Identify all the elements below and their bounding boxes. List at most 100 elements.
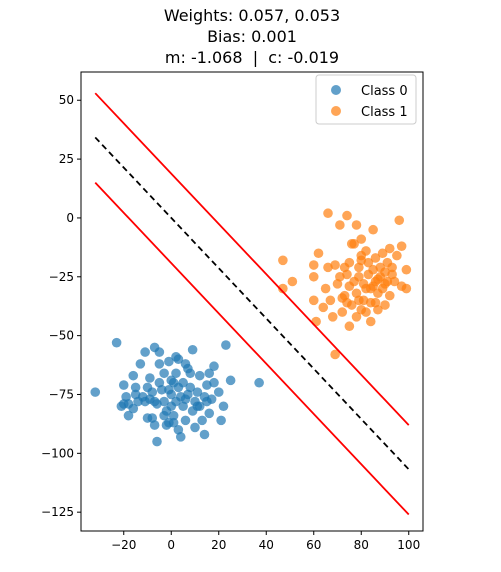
point-class-1-63: [401, 283, 412, 294]
point-class-0-60: [213, 387, 224, 397]
decision-boundary-line: [94, 136, 410, 470]
point-class-0-58: [209, 377, 219, 388]
y-tick-label--75: −75: [49, 387, 74, 401]
point-class-0-59: [209, 361, 219, 372]
point-class-1-75: [373, 274, 383, 284]
point-class-1-32: [356, 234, 367, 244]
point-class-1-70: [342, 210, 352, 221]
point-class-1-55: [384, 243, 395, 254]
point-class-1-13: [330, 260, 340, 270]
x-tick-label-20: 20: [211, 538, 226, 552]
point-class-1-52: [380, 300, 390, 310]
y-tick-label-50: 50: [59, 93, 74, 107]
point-class-0-76: [190, 422, 200, 433]
legend-label-class-0: Class 0: [361, 84, 408, 99]
point-class-0-83: [142, 413, 153, 423]
point-class-1-76: [380, 279, 390, 289]
point-class-0-56: [204, 408, 215, 419]
x-tick-label-80: 80: [354, 538, 369, 552]
point-class-1-0: [278, 283, 288, 294]
legend-marker-class-1: [331, 106, 341, 116]
point-class-0-62: [218, 401, 229, 412]
point-class-1-9: [320, 283, 331, 294]
point-class-0-81: [168, 417, 179, 428]
point-class-1-7: [313, 248, 324, 259]
point-class-1-28: [351, 312, 362, 322]
point-class-0-2: [118, 380, 129, 390]
margin-lower-line: [94, 182, 410, 516]
point-class-0-52: [194, 370, 205, 381]
point-class-0-34: [168, 410, 179, 421]
x-tick-label-100: 100: [397, 538, 420, 552]
point-class-0-32: [166, 389, 177, 400]
point-class-0-11: [130, 382, 141, 393]
legend-label-class-1: Class 1: [361, 105, 408, 120]
point-class-1-4: [308, 295, 319, 306]
point-class-0-25: [159, 368, 169, 379]
point-class-0-72: [183, 363, 193, 374]
axes-frame: [80, 71, 424, 532]
point-class-0-84: [166, 375, 177, 386]
point-class-0-66: [199, 429, 210, 440]
point-class-1-11: [325, 295, 336, 306]
point-class-0-36: [171, 368, 181, 379]
point-class-0-75: [159, 410, 169, 421]
point-class-1-23: [344, 257, 355, 268]
chart-title-line-2: Bias: 0.001: [207, 27, 297, 46]
point-class-1-60: [394, 215, 405, 226]
point-class-1-3: [308, 271, 319, 282]
point-class-1-14: [330, 349, 340, 360]
point-class-1-56: [384, 290, 395, 301]
point-class-0-68: [254, 377, 264, 388]
point-class-0-7: [128, 370, 139, 381]
point-class-1-79: [387, 269, 397, 280]
point-class-1-74: [354, 295, 364, 306]
point-class-0-24: [156, 384, 167, 395]
chart-title-line-1: Weights: 0.057, 0.053: [164, 6, 340, 25]
point-class-1-69: [323, 208, 333, 219]
point-class-1-62: [401, 264, 412, 275]
y-tick-label--100: −100: [41, 446, 74, 460]
y-tick-label-25: 25: [59, 152, 74, 166]
point-class-0-85: [202, 396, 212, 407]
point-class-0-73: [187, 344, 198, 355]
y-tick-label--25: −25: [49, 270, 74, 284]
point-class-0-23: [154, 359, 165, 369]
y-tick-label-0: 0: [66, 211, 74, 225]
point-class-0-74: [140, 347, 150, 357]
x-tick-label-40: 40: [259, 538, 274, 552]
point-class-0-70: [164, 356, 174, 367]
y-tick-label--125: −125: [41, 505, 74, 519]
point-class-1-30: [354, 271, 364, 282]
x-tick-label--20: −20: [111, 538, 136, 552]
point-class-0-53: [197, 415, 207, 426]
point-class-0-46: [185, 382, 196, 393]
y-tick-label--50: −50: [49, 329, 74, 343]
point-class-1-24: [346, 300, 357, 310]
point-class-0-82: [192, 401, 203, 412]
point-class-1-66: [351, 220, 362, 230]
point-class-1-6: [308, 260, 319, 270]
point-class-0-64: [152, 436, 162, 447]
point-class-0-65: [175, 432, 186, 442]
point-class-1-72: [365, 283, 376, 294]
point-class-0-10: [135, 359, 146, 369]
point-class-0-0: [90, 387, 101, 397]
point-class-0-71: [171, 352, 181, 362]
point-class-1-73: [337, 293, 348, 303]
x-tick-label-0: 0: [167, 538, 175, 552]
point-class-0-63: [221, 340, 231, 350]
point-class-0-50: [192, 387, 203, 397]
point-class-1-44: [370, 253, 381, 263]
legend-marker-class-0: [331, 85, 341, 95]
point-class-1-1: [278, 255, 288, 266]
margin-upper-line: [94, 92, 410, 426]
point-class-0-79: [180, 394, 191, 404]
point-class-0-8: [128, 403, 139, 414]
point-class-1-81: [356, 255, 367, 266]
point-class-0-77: [204, 368, 215, 379]
point-class-1-8: [318, 302, 329, 313]
point-class-1-20: [342, 269, 352, 280]
point-class-0-5: [123, 410, 134, 421]
point-class-0-42: [178, 377, 188, 388]
